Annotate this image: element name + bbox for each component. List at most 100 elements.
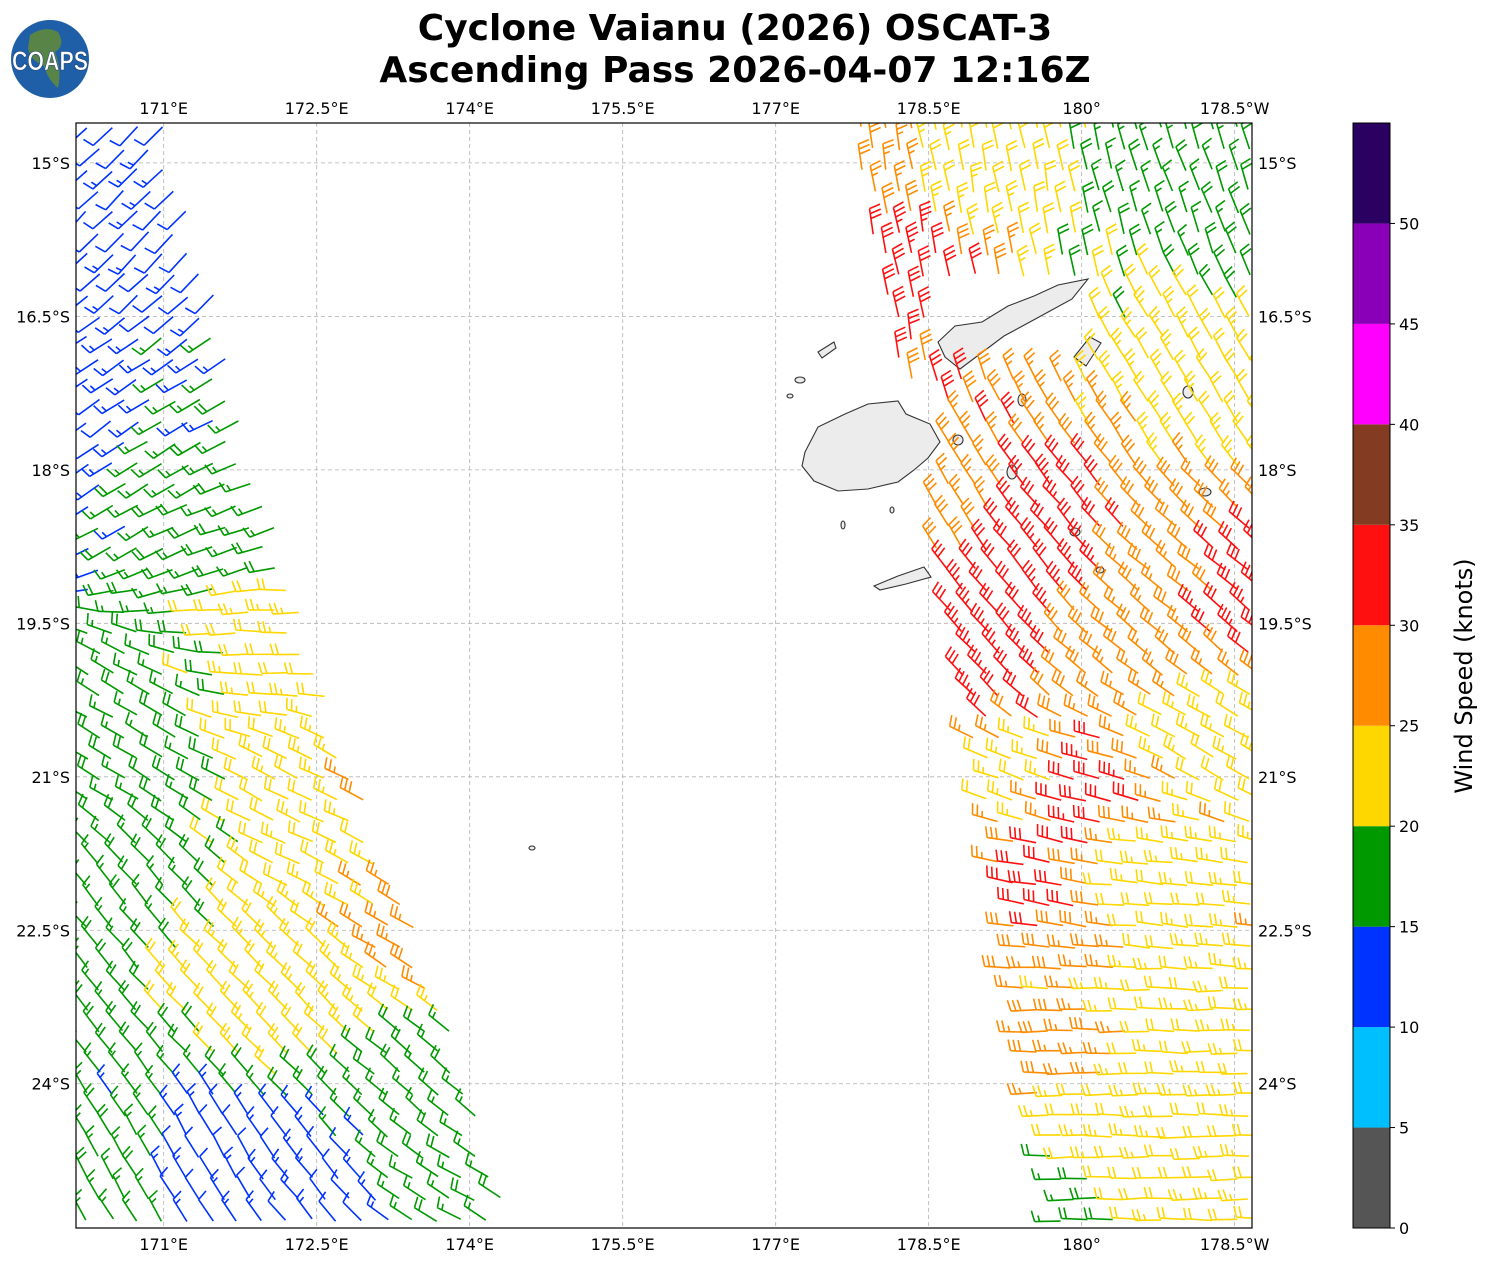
wind-barb bbox=[1140, 562, 1163, 590]
wind-barb bbox=[891, 242, 906, 275]
wind-barb bbox=[958, 410, 974, 443]
wind-barb bbox=[144, 233, 174, 255]
wind-barb bbox=[1135, 326, 1150, 359]
wind-barb bbox=[1063, 693, 1088, 717]
wind-barb bbox=[1253, 266, 1264, 297]
wind-barb bbox=[893, 159, 906, 192]
wind-barb bbox=[204, 623, 236, 636]
wind-barb bbox=[60, 1126, 74, 1156]
wind-barb bbox=[230, 1043, 250, 1074]
wind-barb bbox=[917, 286, 931, 318]
wind-barb bbox=[971, 434, 987, 466]
wind-barb bbox=[204, 463, 237, 475]
wind-barb bbox=[319, 939, 340, 969]
wind-barb bbox=[1069, 1061, 1100, 1074]
wind-barb bbox=[388, 1154, 413, 1179]
wind-barb bbox=[1078, 581, 1100, 611]
wind-barb bbox=[1221, 889, 1251, 905]
wind-barb bbox=[942, 123, 955, 151]
wind-barb bbox=[1206, 1125, 1237, 1138]
wind-barb bbox=[45, 895, 62, 924]
wind-barb bbox=[138, 775, 162, 802]
left-lat-tick-label: 21°S bbox=[31, 768, 70, 787]
wind-barb bbox=[881, 263, 896, 295]
wind-barb bbox=[1112, 781, 1139, 802]
wind-barb bbox=[181, 462, 214, 476]
top-lon-tick-label: 171°E bbox=[139, 99, 188, 118]
wind-barb bbox=[263, 776, 289, 800]
wind-barb bbox=[148, 670, 174, 695]
wind-barb bbox=[1228, 138, 1240, 171]
wind-barb bbox=[231, 542, 263, 555]
wind-barb bbox=[954, 667, 976, 697]
wind-barb bbox=[219, 680, 249, 696]
wind-barb bbox=[143, 979, 163, 1010]
wind-barb bbox=[274, 754, 298, 780]
wind-barb bbox=[216, 898, 237, 928]
wind-barb bbox=[270, 1106, 288, 1137]
wind-barb bbox=[205, 546, 237, 558]
wind-barb bbox=[1093, 1187, 1123, 1201]
wind-barb bbox=[260, 821, 286, 844]
wind-barb bbox=[1117, 202, 1130, 234]
wind-barb bbox=[180, 623, 211, 636]
colorbar-tick-label: 10 bbox=[1399, 1018, 1419, 1037]
wind-barb bbox=[144, 190, 174, 210]
wind-barb bbox=[339, 776, 364, 801]
wind-barb bbox=[340, 942, 364, 968]
wind-barb bbox=[1220, 435, 1238, 466]
wind-barb bbox=[233, 662, 263, 676]
wind-barb bbox=[416, 1109, 439, 1137]
wind-barb bbox=[96, 1063, 113, 1095]
wind-barb bbox=[299, 715, 325, 739]
wind-barb bbox=[1170, 1018, 1200, 1032]
wind-barb bbox=[993, 646, 1013, 676]
wind-barb bbox=[117, 855, 137, 885]
wind-barb bbox=[1093, 433, 1112, 464]
wind-barb bbox=[268, 980, 288, 1010]
wind-barb bbox=[157, 1002, 176, 1033]
colorbar-bin bbox=[1353, 524, 1390, 626]
wind-barb bbox=[1002, 668, 1024, 697]
wind-barb bbox=[174, 713, 200, 738]
wind-barb bbox=[1097, 305, 1112, 338]
wind-barb bbox=[1073, 349, 1087, 382]
wind-barb bbox=[1207, 996, 1237, 1010]
wind-barb bbox=[161, 652, 188, 674]
wind-barb bbox=[943, 200, 956, 232]
wind-barb bbox=[1143, 891, 1173, 906]
wind-barb bbox=[894, 326, 908, 358]
wind-barb bbox=[76, 1022, 87, 1053]
wind-barb bbox=[60, 1170, 75, 1200]
wind-barb bbox=[80, 915, 99, 947]
wind-barb bbox=[892, 285, 906, 318]
wind-barb bbox=[81, 504, 114, 520]
wind-barb bbox=[124, 633, 150, 656]
left-lat-tick-label: 22.5°S bbox=[16, 921, 70, 940]
wind-barb bbox=[1152, 137, 1163, 170]
wind-barb bbox=[976, 347, 991, 380]
wind-barb bbox=[1207, 1208, 1238, 1221]
wind-barb bbox=[919, 328, 933, 361]
wind-barb bbox=[942, 244, 957, 277]
wind-barb bbox=[1136, 242, 1149, 275]
wind-barb bbox=[1148, 305, 1164, 338]
wind-barb bbox=[349, 878, 374, 905]
wind-barb bbox=[316, 1065, 337, 1096]
wind-barb bbox=[882, 138, 895, 170]
wind-barb bbox=[906, 347, 920, 379]
wind-barb bbox=[979, 582, 999, 613]
wind-barb bbox=[76, 596, 101, 613]
wind-barb bbox=[245, 1105, 263, 1137]
wind-barb bbox=[961, 778, 987, 800]
wind-barb bbox=[943, 601, 963, 633]
wind-barb bbox=[428, 1003, 450, 1032]
wind-barb bbox=[118, 979, 137, 1011]
wind-barb bbox=[256, 578, 286, 592]
wind-barb bbox=[1092, 200, 1104, 232]
wind-barb bbox=[1217, 648, 1239, 676]
wind-barb bbox=[179, 337, 211, 354]
wind-barb bbox=[983, 181, 997, 213]
wind-barb bbox=[34, 171, 62, 190]
wind-barb bbox=[366, 1150, 389, 1179]
